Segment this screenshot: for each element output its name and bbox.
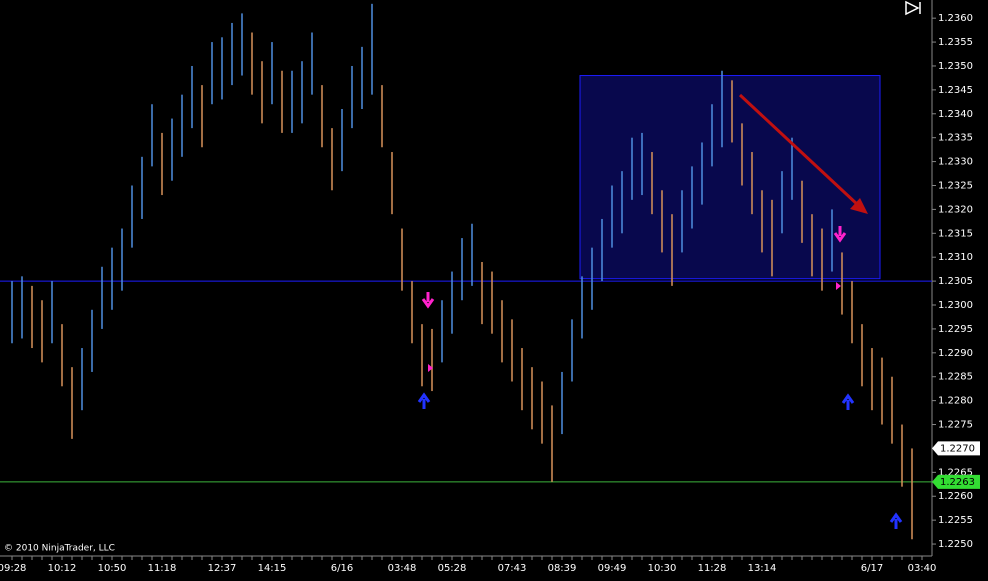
x-tick-label: 10:30: [648, 563, 677, 574]
y-tick-label: 1.2310: [938, 252, 973, 263]
x-tick-label: 10:50: [98, 563, 127, 574]
x-tick-label: 10:12: [48, 563, 77, 574]
y-tick-label: 1.2300: [938, 300, 973, 311]
x-tick-label: 6/16: [331, 563, 353, 574]
y-tick-label: 1.2290: [938, 348, 973, 359]
y-tick-label: 1.2355: [938, 37, 973, 48]
x-tick-label: 14:15: [258, 563, 287, 574]
chart-icon: [905, 0, 921, 16]
y-tick-label: 1.2320: [938, 204, 973, 215]
x-tick-label: 13:14: [748, 563, 777, 574]
y-tick-label: 1.2265: [938, 467, 973, 478]
y-tick-label: 1.2280: [938, 396, 973, 407]
y-tick-label: 1.2340: [938, 109, 973, 120]
y-tick-label: 1.2330: [938, 157, 973, 168]
y-tick-label: 1.2305: [938, 276, 973, 287]
price-marker-label: 1.2270: [940, 443, 975, 454]
x-tick-label: 6/17: [861, 563, 883, 574]
copyright: © 2010 NinjaTrader, LLC: [4, 544, 115, 554]
y-tick-label: 1.2285: [938, 372, 973, 383]
x-tick-label: 11:18: [148, 563, 177, 574]
x-tick-label: 07:43: [498, 563, 527, 574]
y-tick-label: 1.2360: [938, 13, 973, 24]
x-tick-label: 12:37: [208, 563, 237, 574]
price-marker: [932, 474, 980, 489]
y-tick-label: 1.2275: [938, 420, 973, 431]
y-tick-label: 1.2315: [938, 228, 973, 239]
y-tick-label: 1.2345: [938, 85, 973, 96]
y-tick-label: 1.2350: [938, 61, 973, 72]
zone: [579, 75, 881, 280]
y-tick-label: 1.2260: [938, 491, 973, 502]
y-tick-label: 1.2250: [938, 539, 973, 550]
x-tick-label: 09:49: [598, 563, 627, 574]
y-tick-label: 1.2335: [938, 133, 973, 144]
x-tick-label: 05:28: [438, 563, 467, 574]
x-tick-label: 09:28: [0, 563, 26, 574]
x-tick-label: 03:48: [388, 563, 417, 574]
x-tick-label: 08:39: [548, 563, 577, 574]
price-marker: [932, 441, 980, 456]
x-tick-label: 03:40: [908, 563, 937, 574]
x-tick-label: 11:28: [698, 563, 727, 574]
y-tick-label: 1.2295: [938, 324, 973, 335]
y-tick-label: 1.2325: [938, 180, 973, 191]
price-marker-label: 1.2263: [940, 477, 975, 488]
y-tick-label: 1.2255: [938, 515, 973, 526]
